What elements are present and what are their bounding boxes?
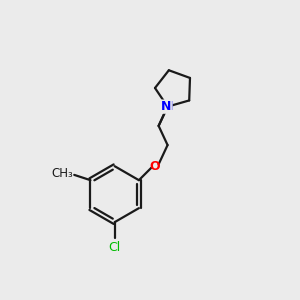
Text: N: N bbox=[162, 100, 173, 113]
Text: O: O bbox=[149, 160, 160, 173]
Text: CH₃: CH₃ bbox=[51, 167, 73, 180]
Text: Cl: Cl bbox=[109, 241, 121, 254]
Text: N: N bbox=[161, 100, 171, 113]
